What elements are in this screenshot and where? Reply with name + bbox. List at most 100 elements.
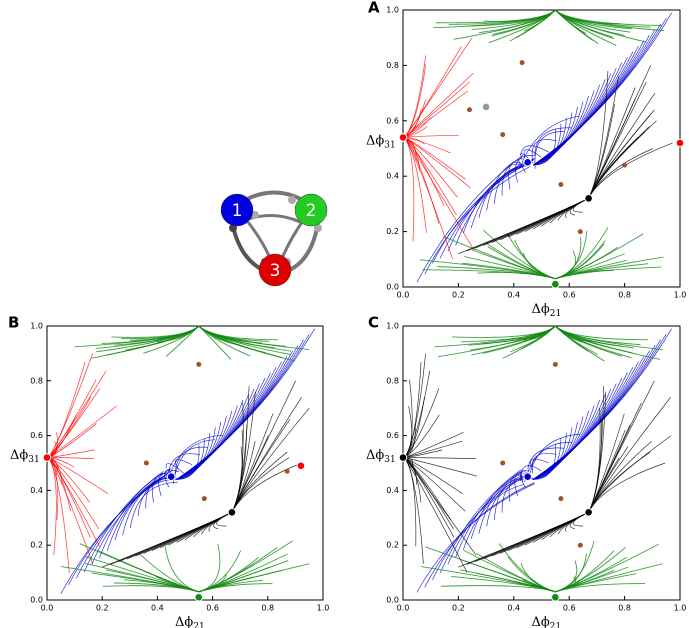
streamline [432, 164, 527, 264]
y-tick-label: 0.4 [386, 172, 399, 181]
streamlines [404, 325, 672, 593]
x-tick-label: 1.0 [674, 604, 687, 613]
fixed-point [675, 138, 685, 148]
y-tick-label: 0.0 [386, 596, 399, 605]
y-tick-label: 0.6 [386, 116, 399, 125]
x-tick-label: 0.8 [261, 604, 274, 613]
streamline [404, 72, 474, 138]
streamline [152, 473, 169, 503]
streamline [501, 163, 520, 196]
streamline [437, 325, 556, 358]
streamline [517, 159, 526, 173]
fixed-point [558, 496, 564, 502]
x-tick-label: 1.0 [674, 291, 687, 300]
streamline [532, 328, 672, 480]
y-tick-label: 0.2 [30, 541, 43, 550]
fixed-point [584, 508, 593, 517]
fixed-point [558, 182, 564, 188]
x-tick-label: 0.2 [452, 291, 465, 300]
x-tick-label: 0.0 [397, 291, 410, 300]
streamline [520, 465, 542, 482]
fixed-point [481, 102, 491, 112]
streamline [463, 484, 525, 550]
streamline [48, 353, 94, 458]
fixed-point [577, 542, 583, 548]
fixed-point [551, 279, 560, 289]
streamline [145, 478, 172, 509]
streamline [130, 481, 178, 529]
streamlines [404, 9, 673, 283]
streamline [555, 325, 605, 362]
fixed-point [227, 508, 237, 517]
x-label-subscript: 21 [193, 622, 204, 628]
x-tick-label: 0.2 [96, 604, 109, 613]
fixed-point [523, 472, 532, 482]
node-label: 3 [270, 261, 281, 281]
node [294, 193, 328, 227]
plot-area [402, 325, 681, 601]
streamline [404, 37, 473, 138]
streamline [521, 115, 580, 163]
y-tick-label: 0.8 [386, 376, 399, 385]
y-tick-label: 0.2 [386, 227, 399, 236]
edge-head [251, 211, 259, 219]
y-tick-label: 0.0 [30, 596, 43, 605]
streamline [404, 137, 415, 242]
panel-label: A [368, 0, 380, 17]
streamline [404, 137, 445, 207]
streamline [48, 457, 57, 556]
streamline [216, 512, 233, 527]
y-label-subscript: 31 [384, 455, 395, 465]
streamline [478, 165, 526, 218]
fixed-point [398, 133, 408, 142]
fixed-point [500, 132, 506, 138]
panel: 0.0 0.2 0.4 0.6 0.8 1.00.00.20.40.60.81.0Δϕ21… [366, 314, 686, 628]
y-tick-label: 0.2 [386, 541, 399, 550]
network-diagram: 1 2 3 [220, 190, 328, 287]
fixed-point [523, 158, 532, 167]
streamline [534, 127, 572, 155]
streamline [573, 198, 589, 213]
fixed-point [584, 194, 593, 203]
streamline [494, 477, 523, 521]
streamline [114, 472, 172, 541]
plot-area [46, 325, 324, 601]
streamline [527, 447, 565, 469]
node [220, 193, 254, 227]
streamline [106, 474, 167, 551]
x-axis-label: Δϕ21 [532, 302, 562, 319]
streamline [174, 446, 208, 476]
y-tick-label: 0.8 [30, 376, 43, 385]
streamline [404, 353, 426, 458]
streamline [439, 469, 522, 574]
panel: 0.0 0.2 0.4 0.6 0.8 1.00.00.20.40.60.81.0Δϕ21… [8, 314, 329, 628]
fixed-point [398, 453, 408, 462]
fixed-point [551, 592, 560, 602]
fixed-point [143, 460, 149, 466]
fixed-point [284, 468, 290, 474]
streamline [531, 453, 557, 474]
fixed-point [201, 496, 207, 502]
streamline [508, 161, 520, 190]
x-tick-label: 0.2 [452, 604, 465, 613]
x-label-subscript: 21 [550, 309, 561, 319]
y-axis-label: Δϕ31 [10, 448, 40, 465]
edge-head [288, 196, 296, 204]
streamline [91, 325, 200, 359]
y-label-symbol: Δϕ [366, 448, 384, 463]
streamline [404, 388, 440, 458]
streamline [404, 457, 417, 547]
streamline [514, 474, 526, 497]
streamline [447, 158, 531, 252]
edge-head [314, 224, 322, 232]
y-tick-label: 0.8 [386, 61, 399, 70]
streamline [167, 453, 200, 475]
streamline [165, 463, 185, 475]
x-label-symbol: Δϕ [532, 615, 550, 628]
x-tick-label: 0.8 [618, 604, 631, 613]
y-tick-label: 0.6 [386, 431, 399, 440]
streamline [169, 434, 224, 476]
y-label-symbol: Δϕ [366, 133, 384, 148]
y-label-subscript: 31 [28, 455, 39, 465]
y-tick-label: 0.6 [30, 431, 43, 440]
